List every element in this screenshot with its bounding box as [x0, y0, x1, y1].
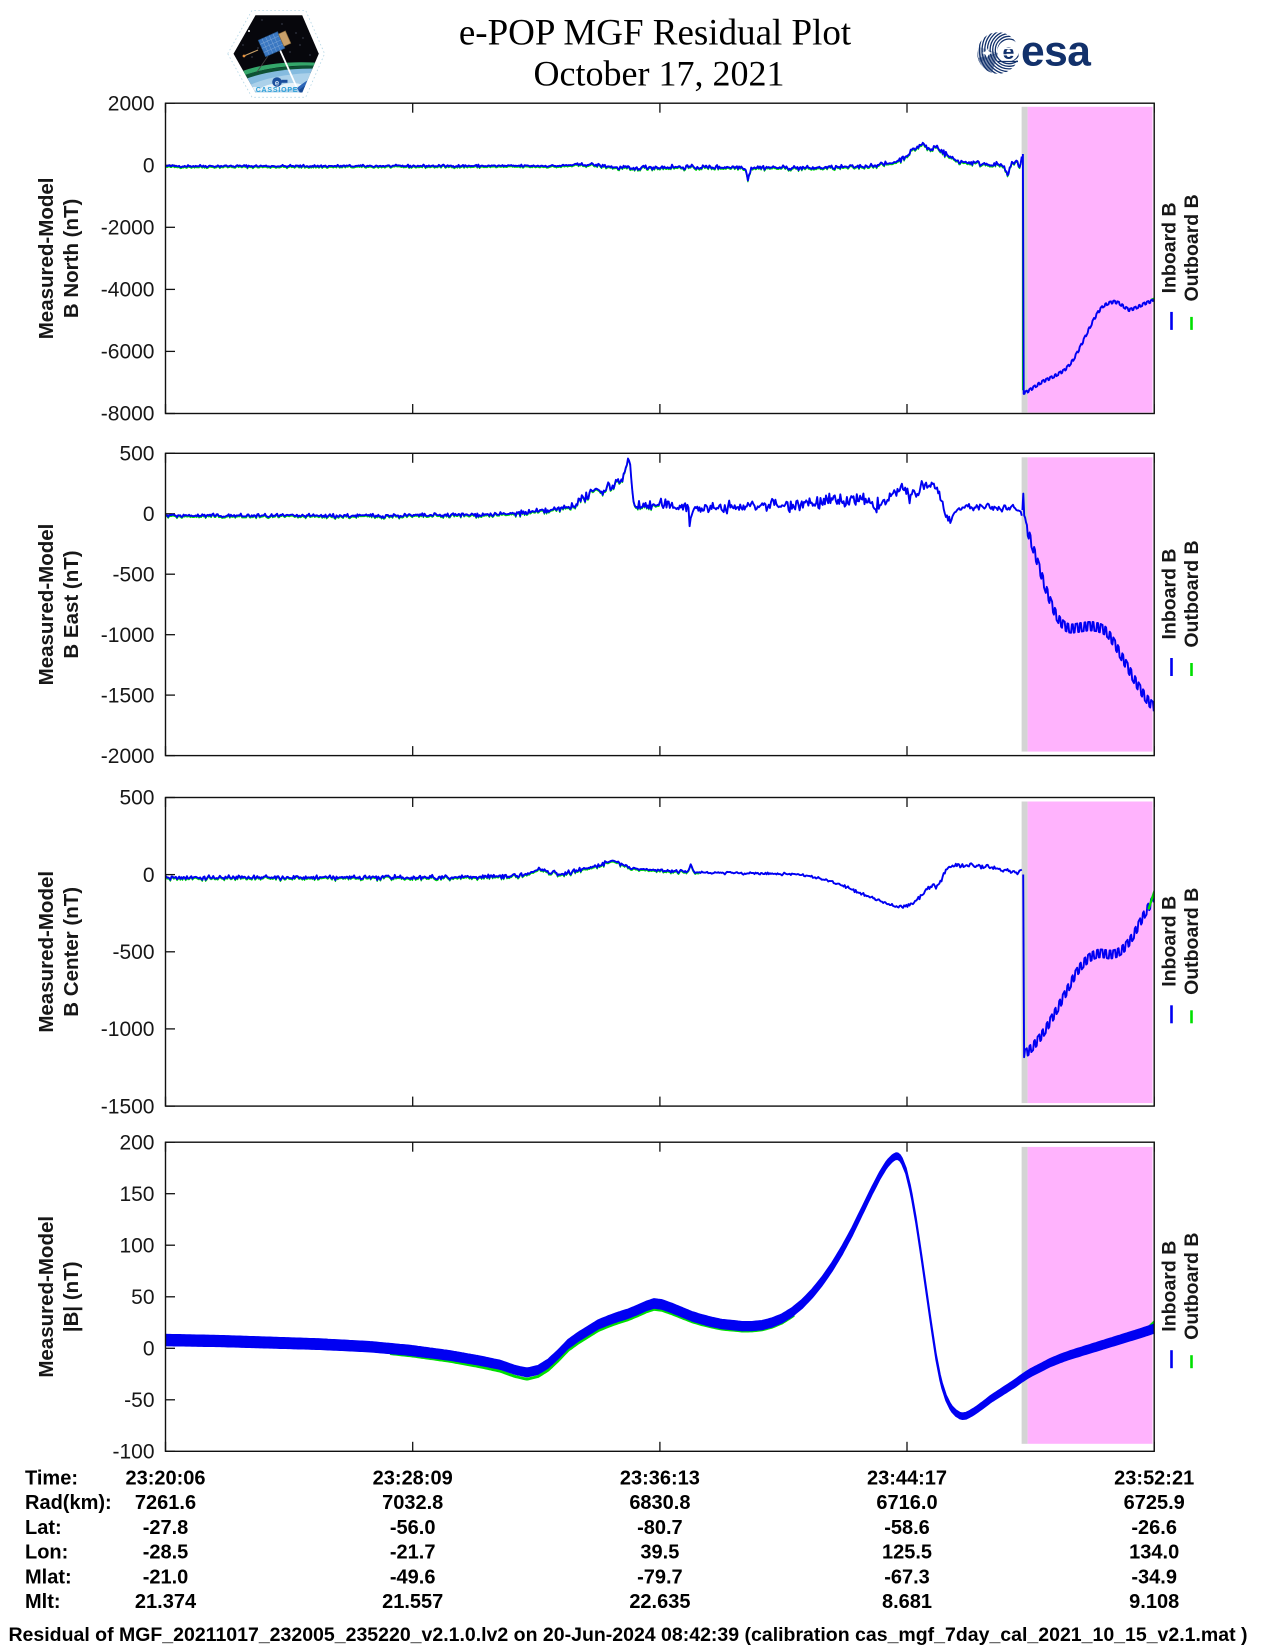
svg-text:-34.9: -34.9: [1131, 1566, 1177, 1588]
svg-text:esa: esa: [1021, 28, 1091, 75]
svg-text:Measured-Model: Measured-Model: [35, 178, 58, 340]
svg-text:50: 50: [131, 1286, 154, 1309]
svg-text:-2000: -2000: [101, 217, 155, 240]
svg-text:-21.7: -21.7: [390, 1542, 436, 1564]
svg-text:-50: -50: [124, 1389, 154, 1412]
svg-text:500: 500: [119, 787, 154, 810]
svg-text:-27.8: -27.8: [143, 1517, 189, 1539]
svg-text:7261.6: 7261.6: [135, 1492, 196, 1514]
svg-text:Residual of MGF_20211017_23200: Residual of MGF_20211017_232005_235220_v…: [8, 1624, 1247, 1646]
svg-text:21.557: 21.557: [382, 1591, 443, 1613]
svg-text:23:52:21: 23:52:21: [1114, 1468, 1194, 1490]
svg-text:Measured-Model: Measured-Model: [35, 1216, 58, 1378]
svg-text:23:44:17: 23:44:17: [867, 1468, 947, 1490]
svg-text:0: 0: [143, 864, 155, 887]
svg-text:7032.8: 7032.8: [382, 1492, 443, 1514]
svg-text:6830.8: 6830.8: [629, 1492, 690, 1514]
svg-text:9.108: 9.108: [1129, 1591, 1179, 1613]
svg-text:Inboard B: Inboard B: [1159, 896, 1181, 987]
svg-text:B East (nT): B East (nT): [60, 550, 83, 658]
svg-text:-1000: -1000: [101, 1018, 155, 1041]
svg-text:Outboard B: Outboard B: [1181, 888, 1203, 995]
svg-text:500: 500: [119, 443, 154, 466]
svg-text:100: 100: [119, 1234, 154, 1257]
svg-text:e-POP MGF Residual Plot: e-POP MGF Residual Plot: [459, 13, 852, 54]
svg-text:-28.5: -28.5: [143, 1542, 189, 1564]
svg-text:0: 0: [143, 1338, 155, 1361]
svg-text:-1000: -1000: [101, 624, 155, 647]
svg-text:Outboard B: Outboard B: [1181, 1233, 1203, 1340]
svg-text:-67.3: -67.3: [884, 1566, 930, 1588]
svg-text:Rad(km):: Rad(km):: [25, 1492, 112, 1514]
svg-text:Time:: Time:: [25, 1468, 78, 1490]
svg-text:Measured-Model: Measured-Model: [35, 871, 58, 1033]
svg-text:Lat:: Lat:: [25, 1517, 62, 1539]
svg-text:134.0: 134.0: [1129, 1542, 1179, 1564]
svg-text:22.635: 22.635: [629, 1591, 690, 1613]
svg-text:-49.6: -49.6: [390, 1566, 436, 1588]
svg-text:Measured-Model: Measured-Model: [35, 524, 58, 686]
svg-text:125.5: 125.5: [882, 1542, 932, 1564]
svg-text:23:28:09: 23:28:09: [373, 1468, 453, 1490]
svg-text:-1500: -1500: [101, 1095, 155, 1118]
svg-text:6716.0: 6716.0: [876, 1492, 937, 1514]
svg-text:-4000: -4000: [101, 279, 155, 302]
svg-text:Mlt:: Mlt:: [25, 1591, 61, 1613]
svg-text:39.5: 39.5: [640, 1542, 679, 1564]
svg-text:B Center (nT): B Center (nT): [60, 887, 83, 1017]
svg-text:e: e: [1003, 41, 1015, 64]
svg-text:Outboard B: Outboard B: [1181, 194, 1203, 301]
svg-text:0: 0: [143, 155, 155, 178]
svg-text:-26.6: -26.6: [1131, 1517, 1177, 1539]
svg-text:|B| (nT): |B| (nT): [60, 1261, 83, 1332]
svg-text:-79.7: -79.7: [637, 1566, 683, 1588]
svg-text:Inboard B: Inboard B: [1159, 202, 1181, 293]
svg-text:Inboard B: Inboard B: [1159, 1241, 1181, 1332]
svg-text:150: 150: [119, 1183, 154, 1206]
svg-text:-1500: -1500: [101, 684, 155, 707]
svg-text:CASSIOPE: CASSIOPE: [256, 87, 299, 94]
svg-text:-21.0: -21.0: [143, 1566, 189, 1588]
svg-text:-500: -500: [112, 941, 154, 964]
svg-text:e: e: [275, 79, 280, 88]
svg-text:6725.9: 6725.9: [1124, 1492, 1185, 1514]
svg-text:-56.0: -56.0: [390, 1517, 436, 1539]
svg-text:Outboard B: Outboard B: [1181, 540, 1203, 647]
svg-text:23:36:13: 23:36:13: [620, 1468, 700, 1490]
svg-text:B North (nT): B North (nT): [60, 199, 83, 319]
svg-text:-500: -500: [112, 563, 154, 586]
svg-text:0: 0: [143, 503, 155, 526]
svg-text:-8000: -8000: [101, 403, 155, 426]
svg-text:21.374: 21.374: [135, 1591, 197, 1613]
svg-text:Lon:: Lon:: [25, 1542, 68, 1564]
svg-text:Mlat:: Mlat:: [25, 1566, 72, 1588]
svg-text:-58.6: -58.6: [884, 1517, 930, 1539]
svg-text:2000: 2000: [108, 92, 155, 115]
svg-text:23:20:06: 23:20:06: [125, 1468, 205, 1490]
svg-text:-80.7: -80.7: [637, 1517, 683, 1539]
svg-text:-100: -100: [112, 1441, 154, 1464]
svg-text:-6000: -6000: [101, 341, 155, 364]
svg-text:8.681: 8.681: [882, 1591, 932, 1613]
svg-text:Inboard B: Inboard B: [1159, 549, 1181, 640]
svg-text:200: 200: [119, 1131, 154, 1154]
svg-text:October 17, 2021: October 17, 2021: [534, 54, 785, 94]
svg-text:-2000: -2000: [101, 745, 155, 768]
